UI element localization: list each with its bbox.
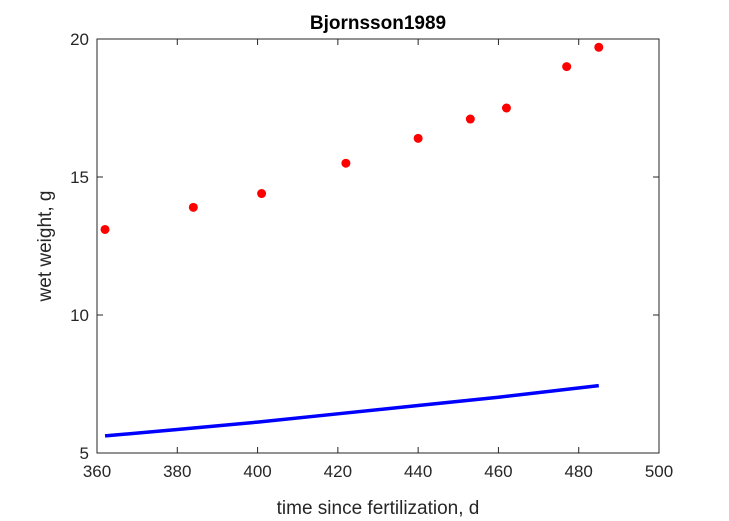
ticks-layer: 360 380 400 420 440 460 480 500 5 10 15 20	[70, 30, 673, 481]
x-tick-label: 440	[404, 462, 432, 481]
data-point	[501, 103, 511, 113]
data-point	[594, 42, 604, 52]
data-point	[257, 189, 267, 199]
data-point	[465, 114, 475, 124]
y-tick-label: 20	[70, 30, 89, 49]
data-point	[413, 133, 423, 143]
data-point	[562, 62, 572, 72]
x-tick-label: 460	[484, 462, 512, 481]
y-axis-label: wet weight, g	[35, 191, 56, 303]
chart-title: Bjornsson1989	[310, 13, 446, 34]
data-point	[341, 158, 351, 168]
x-tick-label: 480	[565, 462, 593, 481]
data-point	[188, 202, 198, 212]
x-tick-label: 500	[645, 462, 673, 481]
plot-frame	[96, 38, 660, 454]
series-layer	[100, 42, 604, 438]
y-tick-label: 5	[80, 444, 89, 463]
model-curve-line	[104, 383, 599, 438]
plot-area	[97, 39, 659, 453]
y-tick-label: 10	[70, 306, 89, 325]
y-tick-label: 15	[70, 168, 89, 187]
data-point	[100, 224, 110, 234]
x-axis-label: time since fertilization, d	[277, 498, 480, 519]
x-tick-label: 400	[243, 462, 271, 481]
x-tick-label: 380	[163, 462, 191, 481]
x-tick-label: 360	[83, 462, 111, 481]
x-tick-label: 420	[324, 462, 352, 481]
